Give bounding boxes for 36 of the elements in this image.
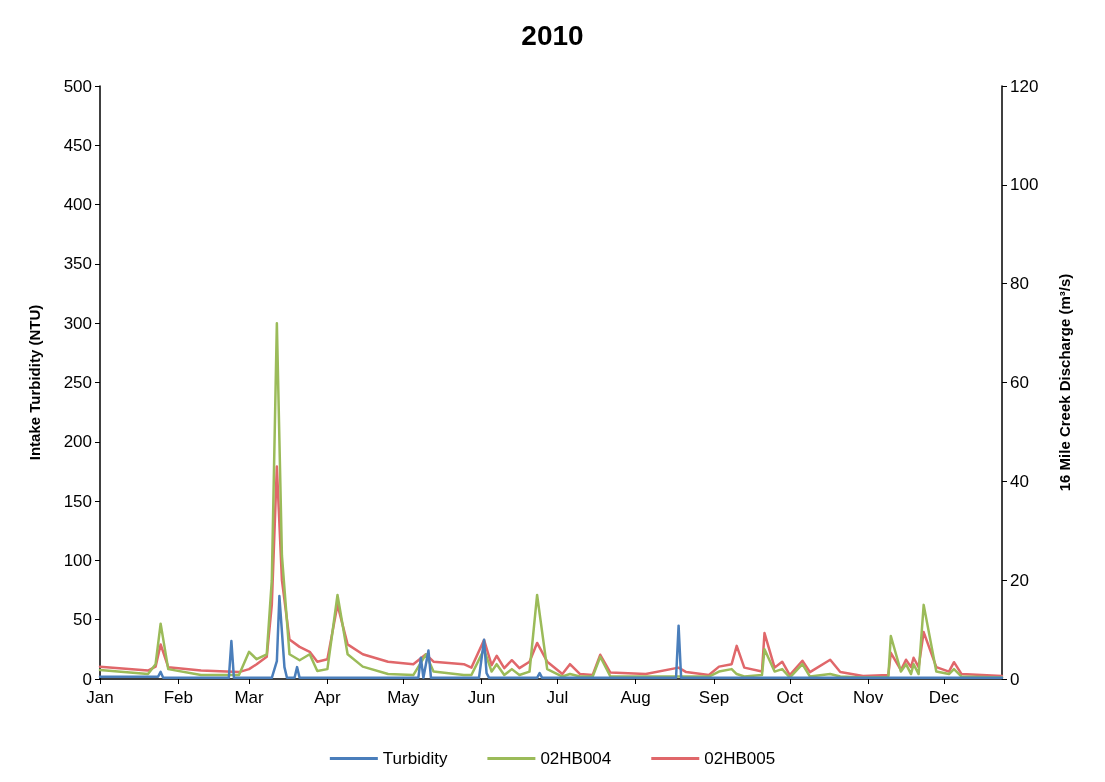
y2-tick-label: 0 bbox=[1010, 669, 1020, 689]
y-tick-label: 150 bbox=[63, 491, 92, 511]
y-tick-label: 450 bbox=[63, 135, 92, 155]
legend-label: Turbidity bbox=[382, 749, 448, 768]
y-tick-label: 250 bbox=[63, 373, 92, 392]
y-tick-label: 0 bbox=[82, 669, 92, 689]
y2-tick-label: 100 bbox=[1010, 175, 1039, 195]
x-tick-label: Dec bbox=[928, 688, 960, 707]
x-tick-label: Aug bbox=[620, 688, 651, 707]
y-tick-label: 300 bbox=[63, 313, 92, 333]
y-tick-label: 50 bbox=[73, 610, 92, 630]
legend-label: 02HB005 bbox=[704, 749, 776, 768]
legend-label: 02HB004 bbox=[540, 749, 612, 768]
y2-tick-label: 80 bbox=[1010, 274, 1029, 294]
x-tick-label: Jun bbox=[467, 688, 496, 707]
y-tick-label: 200 bbox=[63, 432, 92, 452]
y2-axis-title: 16 Mile Creek Discharge (m³/s) bbox=[1056, 273, 1073, 492]
y2-tick-label: 20 bbox=[1010, 570, 1029, 590]
y-tick-label: 350 bbox=[63, 254, 92, 274]
y-axis-title: Intake Turbidity (NTU) bbox=[26, 304, 43, 461]
y2-tick-label: 120 bbox=[1010, 76, 1039, 96]
x-tick-label: Apr bbox=[314, 688, 341, 707]
y-tick-label: 100 bbox=[63, 550, 92, 570]
y2-tick-label: 40 bbox=[1010, 471, 1029, 491]
x-tick-label: Jan bbox=[86, 688, 114, 707]
y-tick-label: 400 bbox=[63, 195, 92, 215]
x-tick-label: Jul bbox=[546, 688, 569, 707]
x-tick-label: Sep bbox=[698, 688, 730, 707]
x-tick-label: Feb bbox=[163, 688, 193, 707]
chart-title: 2010 bbox=[521, 19, 584, 51]
x-tick-label: Mar bbox=[234, 688, 265, 707]
y2-tick-label: 60 bbox=[1010, 373, 1029, 392]
y-tick-label: 500 bbox=[63, 76, 92, 96]
x-tick-label: Nov bbox=[852, 688, 884, 707]
x-tick-label: Oct bbox=[776, 688, 804, 707]
x-tick-label: May bbox=[387, 688, 420, 707]
